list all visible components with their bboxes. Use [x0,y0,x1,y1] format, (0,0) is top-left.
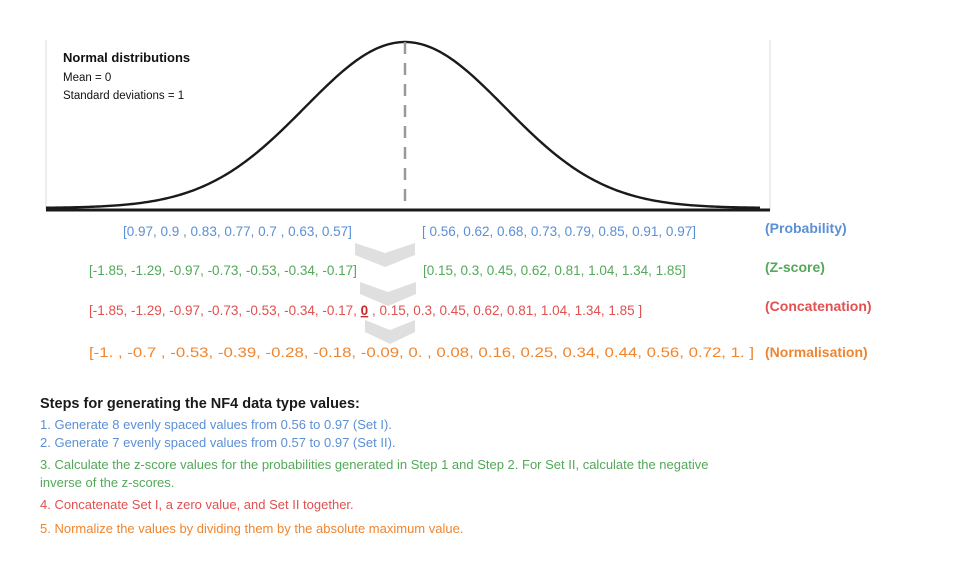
zscore-tag: (Z-score) [765,259,825,275]
normalisation-tag: (Normalisation) [765,344,868,360]
steps-section: Steps for generating the NF4 data type v… [40,396,940,538]
zscore-right-set: [0.15, 0.3, 0.45, 0.62, 0.81, 1.04, 1.34… [423,263,686,278]
step-3: 3. Calculate the z-score values for the … [40,457,709,472]
distribution-mean: Mean = 0 [63,72,111,84]
distribution-std: Standard deviations = 1 [63,90,184,102]
distribution-title: Normal distributions [63,50,190,65]
step-4: 4. Concatenate Set I, a zero value, and … [40,497,354,512]
step-3-continued: inverse of the z-scores. [40,475,175,490]
chevron-down-icon [365,320,415,344]
concat-left-set: [-1.85, -1.29, -0.97, -0.73, -0.53, -0.3… [89,303,361,318]
zscore-left-set: [-1.85, -1.29, -0.97, -0.73, -0.53, -0.3… [89,263,357,278]
chevron-down-icon [355,243,415,267]
step-1: 1. Generate 8 evenly spaced values from … [40,417,392,432]
concat-tag: (Concatenation) [765,298,872,314]
step-2: 2. Generate 7 evenly spaced values from … [40,435,396,450]
concat-values: [-1.85, -1.29, -0.97, -0.73, -0.53, -0.3… [89,303,642,318]
probability-left-set: [0.97, 0.9 , 0.83, 0.77, 0.7 , 0.63, 0.5… [123,224,352,239]
concat-zero: 0 [361,303,369,318]
concat-right-set: , 0.15, 0.3, 0.45, 0.62, 0.81, 1.04, 1.3… [372,303,642,318]
probability-right-set: [ 0.56, 0.62, 0.68, 0.73, 0.79, 0.85, 0.… [422,224,696,239]
probability-tag: (Probability) [765,220,847,236]
steps-title: Steps for generating the NF4 data type v… [40,396,360,412]
step-5: 5. Normalize the values by dividing them… [40,521,464,536]
chevron-down-icon [360,282,416,306]
normal-curve [45,40,761,209]
normalised-values: [-1. , -0.7 , -0.53, -0.39, -0.28, -0.18… [89,345,754,360]
